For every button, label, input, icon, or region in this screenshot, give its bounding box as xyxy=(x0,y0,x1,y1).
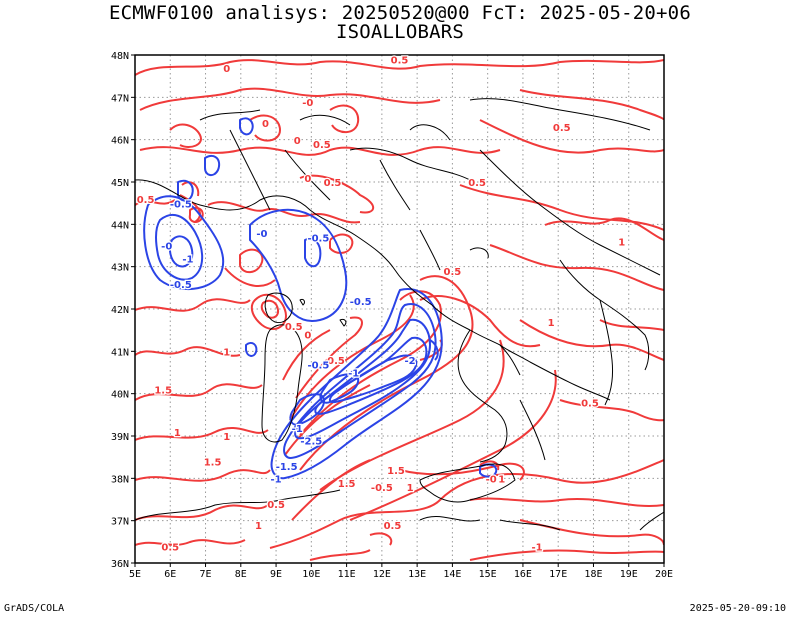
contour-label: -0 xyxy=(486,475,497,486)
contour-label: 0 xyxy=(304,174,311,185)
contour-label: 0.5 xyxy=(391,55,409,66)
map-frame xyxy=(134,54,665,564)
lon-tick-label: 17E xyxy=(549,569,567,580)
contour-label: 0.5 xyxy=(161,542,179,553)
contour-label: -1 xyxy=(182,254,193,265)
contour-label: 0.5 xyxy=(324,178,342,189)
contour-label: 0.5 xyxy=(285,322,303,333)
lat-tick-label: 41N xyxy=(111,347,129,358)
lat-tick-label: 36N xyxy=(111,559,129,570)
positive-contours xyxy=(135,59,664,561)
contour-label: 0.5 xyxy=(468,178,486,189)
contour-label: 0.5 xyxy=(581,398,599,409)
contour-label: 1.5 xyxy=(154,386,172,397)
contour-label: 0 xyxy=(262,119,269,130)
contour-label: -0 xyxy=(161,242,172,253)
contour-label: -0.5 xyxy=(170,199,192,210)
contour-label: 1 xyxy=(223,432,230,443)
contour-label: -1 xyxy=(348,369,359,380)
lon-tick-label: 19E xyxy=(620,569,638,580)
lat-tick-label: 43N xyxy=(111,263,129,274)
map-title: ECMWF0100 analisys: 20250520@00 FcT: 202… xyxy=(109,2,691,24)
contour-label: -1 xyxy=(531,542,542,553)
lon-tick-label: 7E xyxy=(200,569,212,580)
contour-label: 0.5 xyxy=(327,356,345,367)
contour-label: -1.5 xyxy=(276,462,298,473)
contour-label: 0.5 xyxy=(384,521,402,532)
coastlines-borders xyxy=(135,98,664,531)
lon-tick-label: 20E xyxy=(655,569,673,580)
axis-ticks: 5E 6E 7E 8E 9E 10E 11E 12E 13E 14E 15E 16E 17E 18E 19E… xyxy=(111,51,673,580)
contour-label: 0 xyxy=(294,136,301,147)
contour-label: -0 xyxy=(256,229,267,240)
contour-label: -2.5 xyxy=(300,436,322,447)
contour-label: -0 xyxy=(302,98,313,109)
lat-tick-label: 45N xyxy=(111,178,129,189)
lat-tick-label: 44N xyxy=(111,220,129,231)
map-subtitle: ISOALLOBARS xyxy=(335,21,465,43)
lat-tick-label: 48N xyxy=(111,51,129,62)
lat-tick-label: 38N xyxy=(111,474,129,485)
contour-label: 0.5 xyxy=(267,500,285,511)
contour-label: -0.5 xyxy=(307,233,329,244)
lat-tick-label: 40N xyxy=(111,390,129,401)
map-gridlines xyxy=(135,55,664,563)
contour-label: 0.5 xyxy=(444,267,462,278)
contour-label: 0.5 xyxy=(553,123,571,134)
footer-timestamp: 2025-05-20-09:10 xyxy=(689,603,786,614)
lon-tick-label: 18E xyxy=(584,569,602,580)
lon-tick-label: 15E xyxy=(479,569,497,580)
lon-tick-label: 11E xyxy=(338,569,356,580)
contour-label: 1 xyxy=(407,483,414,494)
lon-tick-label: 5E xyxy=(129,569,141,580)
contour-label: 1 xyxy=(548,318,555,329)
lat-tick-label: 46N xyxy=(111,136,129,147)
contour-label: 1.5 xyxy=(204,458,222,469)
lon-tick-label: 8E xyxy=(235,569,247,580)
lon-tick-label: 9E xyxy=(270,569,282,580)
contour-label: 0.5 xyxy=(313,140,331,151)
contour-label: 0 xyxy=(223,64,230,75)
contour-label: -0.5 xyxy=(170,280,192,291)
footer-credit: GrADS/COLA xyxy=(4,603,65,614)
contour-label: -0.5 xyxy=(307,360,329,371)
lon-tick-label: 14E xyxy=(443,569,461,580)
lat-tick-label: 39N xyxy=(111,432,129,443)
lon-tick-label: 16E xyxy=(514,569,532,580)
lon-tick-label: 6E xyxy=(164,569,176,580)
contour-label: 1 xyxy=(223,348,230,359)
contour-label: 1 xyxy=(618,238,625,249)
lat-tick-label: 42N xyxy=(111,305,129,316)
contour-label: -0.5 xyxy=(350,297,372,308)
contour-label: 1 xyxy=(498,475,505,486)
contour-label: -1 xyxy=(271,475,282,486)
contour-label: 1.5 xyxy=(338,479,356,490)
contour-label: -0.5 xyxy=(371,483,393,494)
contour-label: -1 xyxy=(292,424,303,435)
lat-tick-label: 47N xyxy=(111,93,129,104)
lon-tick-label: 13E xyxy=(408,569,426,580)
lon-tick-label: 10E xyxy=(302,569,320,580)
contour-label: -2 xyxy=(405,356,416,367)
contour-label: 0.5 xyxy=(137,195,155,206)
lat-tick-label: 37N xyxy=(111,517,129,528)
contour-label: 1 xyxy=(174,428,181,439)
lon-tick-label: 12E xyxy=(373,569,391,580)
contour-label: 0 xyxy=(304,331,311,342)
contour-label: 1.5 xyxy=(387,466,405,477)
contour-label: 1 xyxy=(255,521,262,532)
negative-contours xyxy=(143,117,498,480)
